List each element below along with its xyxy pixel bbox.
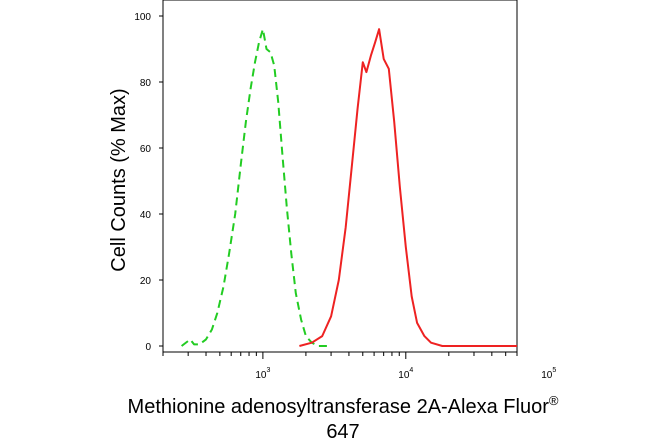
y-tick-label: 80 [140, 78, 152, 89]
y-tick-label: 100 [134, 12, 151, 23]
series-layer [180, 28, 517, 347]
x-axis-title-line1: Methionine adenosyltransferase 2A-Alexa … [128, 393, 559, 418]
x-axis-title-line2: 647 [326, 421, 359, 443]
y-axis-title: Cell Counts (% Max) [108, 88, 130, 271]
y-tick-label: 0 [145, 342, 151, 353]
control-histogram-line [180, 28, 332, 347]
sample-histogram-line [299, 28, 517, 347]
x-tick-label: 104 [398, 367, 413, 381]
y-tick-label: 20 [140, 276, 152, 287]
y-axis-ticks: 0 20 40 60 80 100 [134, 12, 163, 353]
x-axis-ticks: 103 104 105 [162, 352, 556, 381]
y-tick-label: 60 [140, 144, 152, 155]
plot-frame [162, 0, 518, 353]
x-tick-label: 103 [255, 367, 270, 381]
x-axis-title-text: Methionine adenosyltransferase 2A-Alexa … [128, 396, 550, 418]
x-tick-label: 105 [541, 367, 556, 381]
registered-mark: ® [549, 393, 559, 408]
y-tick-label: 40 [140, 210, 152, 221]
